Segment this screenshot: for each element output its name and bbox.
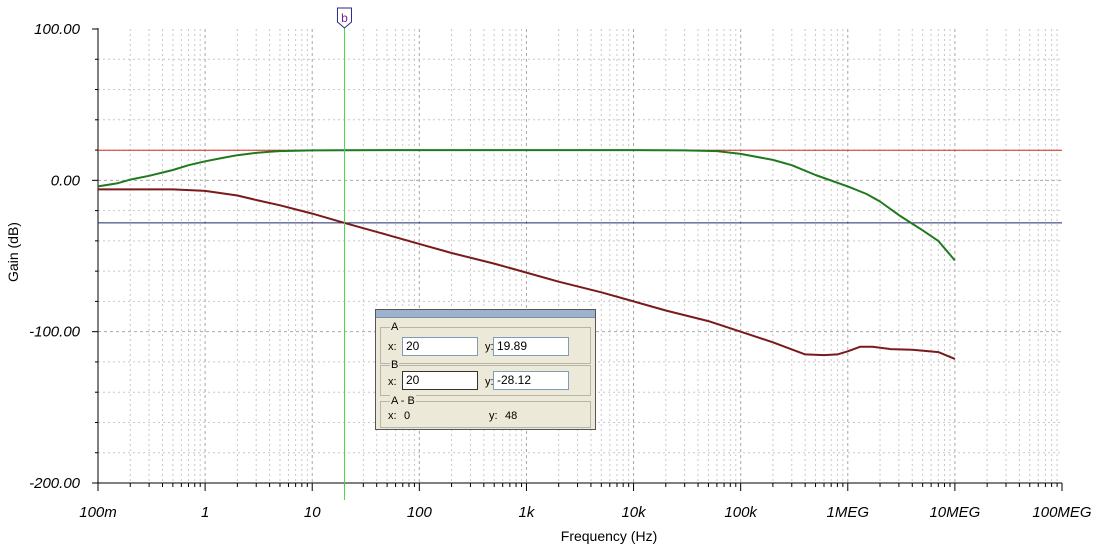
x-tick-label: 100: [407, 504, 433, 521]
x-axis-ticks: 100m 1 10 100 1k 10k 100k 1MEG 10MEG 100MEG: [79, 504, 1092, 521]
cursor-layer[interactable]: b: [336, 7, 352, 500]
cursor-a-x-field[interactable]: 20: [402, 337, 478, 356]
cursor-marker-label: b: [341, 11, 348, 25]
cursor-a-y-field[interactable]: 19.89: [493, 337, 569, 356]
y-tick-label: -200.00: [29, 475, 81, 492]
reference-lines: [98, 149, 1062, 224]
cursor-b-x-label: x:: [388, 376, 397, 388]
x-tick-label: 100k: [724, 504, 758, 521]
series-line-1: [97, 149, 956, 262]
plot-frame: [92, 28, 1063, 491]
x-tick-label: 100MEG: [1032, 504, 1092, 521]
y-tick-label: 0.00: [51, 172, 81, 189]
panel-titlebar[interactable]: [376, 310, 595, 318]
y-axis-ticks: 100.00 0.00 -100.00 -200.00: [29, 21, 81, 492]
cursor-readout-panel[interactable]: A x: 20 y: 19.89 B x: 20 y: -28.12 A - B…: [375, 309, 596, 430]
y-tick-label: 100.00: [34, 21, 81, 38]
cursor-b-y-label: y:: [485, 376, 494, 388]
y-axis-title: Gain (dB): [5, 222, 21, 282]
cursor-a-y-label: y:: [485, 341, 494, 353]
difference-y-value: 48: [505, 410, 518, 422]
difference-y-label: y:: [489, 410, 498, 422]
y-tick-label: -100.00: [29, 324, 81, 341]
x-tick-label: 1MEG: [827, 504, 870, 521]
x-tick-label: 10k: [621, 504, 647, 521]
difference-group: A - B x: 0 y: 48: [380, 395, 591, 428]
cursor-a-x-label: x:: [388, 341, 397, 353]
x-tick-label: 10: [304, 504, 321, 521]
series-line-2: [98, 188, 956, 360]
cursor-a-group: A x: 20 y: 19.89: [380, 321, 591, 364]
cursor-b-y-field[interactable]: -28.12: [493, 371, 569, 390]
x-axis-title: Frequency (Hz): [561, 528, 657, 544]
cursor-b-label: B: [390, 359, 400, 371]
cursor-b-x-field[interactable]: 20: [402, 371, 478, 390]
cursor-marker: [336, 7, 352, 29]
difference-label: A - B: [390, 395, 416, 407]
x-tick-label: 100m: [79, 504, 117, 521]
series-layer: [97, 149, 956, 360]
difference-x-label: x:: [388, 410, 397, 422]
x-tick-label: 10MEG: [929, 504, 980, 521]
cursor-a-label: A: [390, 321, 400, 333]
x-tick-label: 1k: [519, 504, 536, 521]
x-tick-label: 1: [201, 504, 209, 521]
cursor-b-group: B x: 20 y: -28.12: [380, 359, 591, 396]
difference-x-value: 0: [404, 410, 411, 422]
